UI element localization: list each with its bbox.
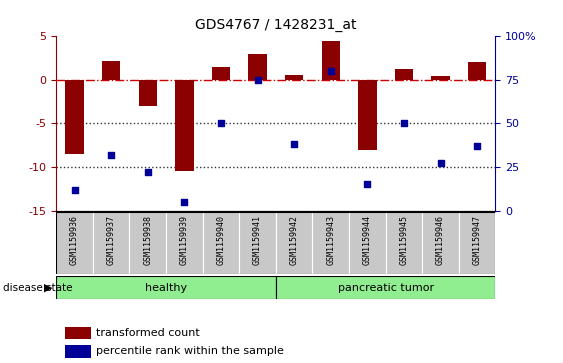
Text: GSM1159944: GSM1159944 <box>363 215 372 265</box>
Point <box>326 68 335 74</box>
Bar <box>468 62 486 80</box>
Bar <box>349 212 386 274</box>
Bar <box>312 212 349 274</box>
Point <box>400 121 409 126</box>
Bar <box>65 345 91 358</box>
Bar <box>93 212 129 274</box>
Bar <box>239 212 276 274</box>
Bar <box>65 80 84 154</box>
Bar <box>276 276 495 299</box>
Point <box>472 143 481 149</box>
Point <box>363 182 372 187</box>
Bar <box>459 212 495 274</box>
Bar <box>321 41 340 80</box>
Bar <box>358 80 377 150</box>
Text: GSM1159947: GSM1159947 <box>473 215 481 265</box>
Bar <box>431 76 450 80</box>
Text: GSM1159938: GSM1159938 <box>144 215 152 265</box>
Point <box>107 152 116 158</box>
Text: GSM1159942: GSM1159942 <box>290 215 298 265</box>
Text: pancreatic tumor: pancreatic tumor <box>338 283 434 293</box>
Point <box>180 199 189 205</box>
Text: percentile rank within the sample: percentile rank within the sample <box>96 346 284 356</box>
Text: healthy: healthy <box>145 283 187 293</box>
Bar <box>56 276 276 299</box>
Text: GSM1159946: GSM1159946 <box>436 215 445 265</box>
Bar <box>422 212 459 274</box>
Text: ▶: ▶ <box>43 283 52 293</box>
Point <box>253 77 262 83</box>
Bar <box>386 212 422 274</box>
Point <box>216 121 225 126</box>
Text: GSM1159936: GSM1159936 <box>70 215 79 265</box>
Bar <box>248 54 267 80</box>
Text: GSM1159945: GSM1159945 <box>400 215 408 265</box>
Bar <box>203 212 239 274</box>
Title: GDS4767 / 1428231_at: GDS4767 / 1428231_at <box>195 19 356 33</box>
Bar <box>102 61 120 80</box>
Bar <box>65 327 91 339</box>
Point <box>70 187 79 192</box>
Text: GSM1159940: GSM1159940 <box>217 215 225 265</box>
Bar <box>285 75 303 80</box>
Bar <box>138 80 157 106</box>
Text: GSM1159943: GSM1159943 <box>327 215 335 265</box>
Bar <box>129 212 166 274</box>
Point <box>143 169 152 175</box>
Text: transformed count: transformed count <box>96 328 199 338</box>
Bar <box>166 212 203 274</box>
Bar <box>56 212 93 274</box>
Bar <box>276 212 312 274</box>
Text: GSM1159937: GSM1159937 <box>107 215 115 265</box>
Bar <box>212 67 230 80</box>
Text: disease state: disease state <box>3 283 72 293</box>
Text: GSM1159939: GSM1159939 <box>180 215 189 265</box>
Bar <box>175 80 194 171</box>
Point <box>290 142 299 147</box>
Bar <box>395 69 413 80</box>
Point <box>436 160 445 166</box>
Text: GSM1159941: GSM1159941 <box>253 215 262 265</box>
